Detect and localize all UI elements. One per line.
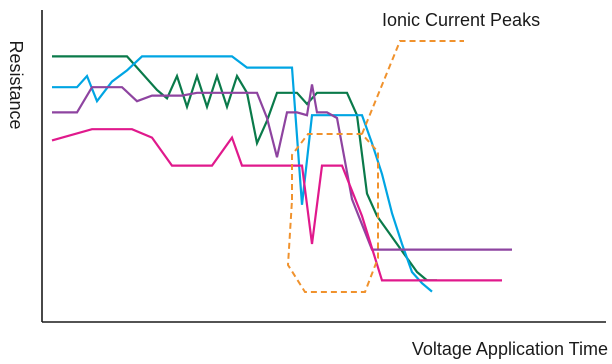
series-line-3 — [52, 84, 512, 251]
series-line-1 — [52, 55, 437, 282]
ionic-peaks-leader — [361, 40, 464, 135]
annotation-label: Ionic Current Peaks — [382, 10, 540, 30]
series-layer — [51, 55, 512, 293]
series-line-2 — [52, 55, 433, 293]
series-line-4 — [51, 128, 502, 282]
x-axis-label: Voltage Application Time — [412, 339, 608, 359]
y-axis-label: Resistance — [6, 40, 26, 129]
ionic-peaks-region — [286, 133, 379, 293]
